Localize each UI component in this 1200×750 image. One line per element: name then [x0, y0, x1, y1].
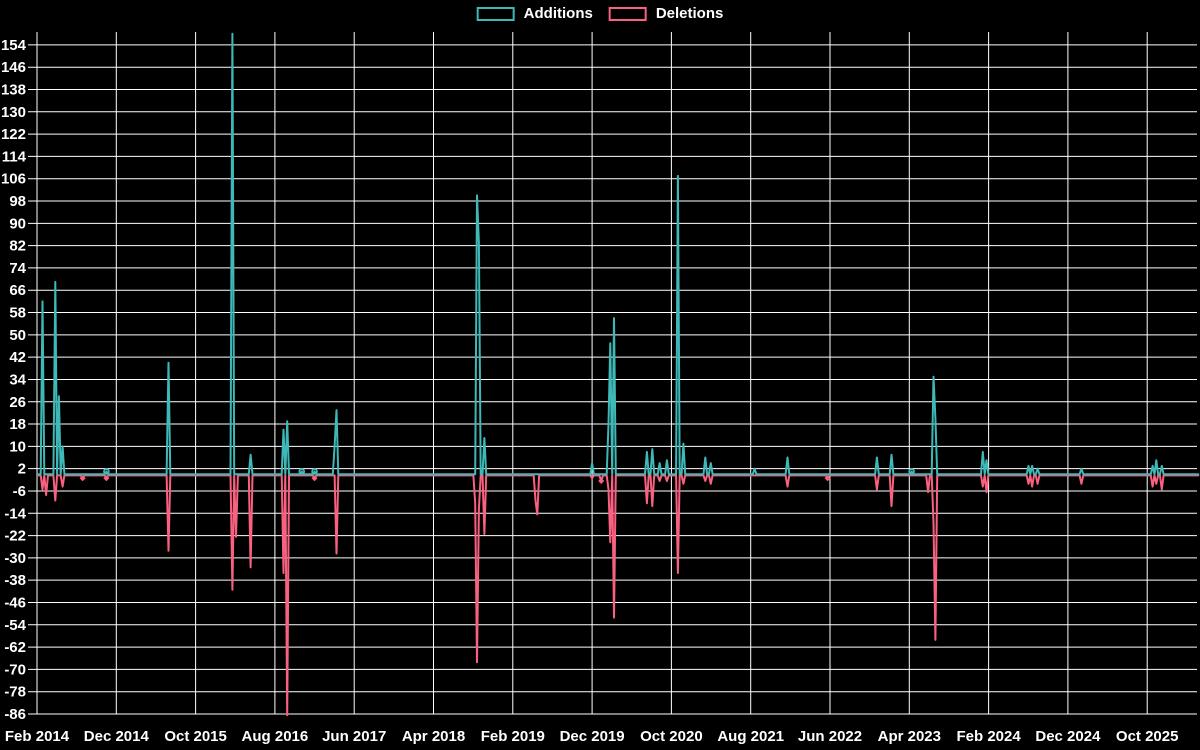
y-tick-label: 2 — [18, 461, 26, 478]
legend-item-additions[interactable]: Additions — [476, 5, 593, 22]
deletions-marker — [79, 475, 86, 482]
x-tick-label: Aug 2016 — [242, 728, 309, 745]
y-tick-label: -78 — [4, 684, 26, 701]
y-tick-label: 130 — [1, 104, 26, 121]
deletions-series — [36, 474, 1200, 717]
y-tick-label: -70 — [4, 661, 26, 678]
y-tick-label: -46 — [4, 594, 26, 611]
legend-label-deletions: Deletions — [655, 5, 724, 22]
deletions-marker — [598, 478, 605, 485]
y-axis-labels: 154 146 138 130 122 114 106 98 90 82 74 66 58 50 42 34 2… — [1, 37, 27, 723]
x-tick-label: Oct 2025 — [1116, 728, 1179, 745]
legend-swatch-deletions — [608, 6, 647, 21]
x-tick-label: Dec 2014 — [84, 728, 150, 745]
y-tick-label: 18 — [9, 416, 26, 433]
additions-series — [36, 32, 1200, 476]
x-tick-label: Apr 2023 — [878, 728, 941, 745]
legend-label-additions: Additions — [523, 5, 593, 22]
y-tick-label: 10 — [9, 438, 26, 455]
y-tick-label: 154 — [1, 37, 27, 54]
x-tick-label: Oct 2020 — [640, 728, 703, 745]
point-markers — [79, 468, 915, 485]
deletions-marker — [311, 475, 318, 482]
y-tick-label: 34 — [9, 371, 26, 388]
grid-vertical — [36, 32, 1148, 714]
y-tick-label: -86 — [4, 706, 26, 723]
deletions-line — [36, 474, 1200, 717]
y-tick-label: 50 — [9, 327, 26, 344]
y-tick-label: 90 — [9, 215, 26, 232]
y-tick-label: -14 — [4, 505, 26, 522]
additions-marker — [103, 468, 110, 475]
x-tick-label: Feb 2014 — [5, 728, 70, 745]
y-tick-label: -54 — [4, 617, 26, 634]
x-tick-label: Feb 2024 — [956, 728, 1021, 745]
y-tick-label: 58 — [9, 305, 26, 322]
x-tick-label: Feb 2019 — [481, 728, 545, 745]
x-tick-label: Dec 2019 — [560, 728, 625, 745]
y-tick-label: 74 — [9, 260, 26, 277]
deletions-marker — [103, 475, 110, 482]
deletions-marker — [824, 475, 831, 482]
y-tick-label: 114 — [2, 148, 27, 165]
y-tick-label: 66 — [9, 282, 26, 299]
additions-line — [36, 32, 1200, 476]
legend: Additions Deletions — [476, 5, 724, 22]
y-tick-label: 98 — [9, 193, 26, 210]
legend-swatch-additions — [476, 6, 515, 21]
y-tick-label: -22 — [4, 528, 26, 545]
additions-marker — [298, 468, 306, 475]
x-tick-label: Jun 2022 — [798, 728, 862, 745]
y-tick-label: -62 — [4, 639, 26, 656]
x-tick-label: Apr 2018 — [402, 728, 465, 745]
x-tick-label: Jun 2017 — [322, 728, 386, 745]
y-tick-label: 42 — [9, 349, 26, 366]
y-tick-label: 122 — [1, 126, 26, 143]
y-tick-label: 82 — [9, 238, 26, 255]
additions-marker — [311, 468, 318, 475]
y-tick-label: -38 — [4, 572, 26, 589]
additions-marker — [908, 468, 915, 475]
y-tick-label: -30 — [4, 550, 26, 567]
y-tick-label: 138 — [1, 82, 26, 99]
y-tick-label: 26 — [9, 394, 26, 411]
y-tick-label: -6 — [13, 483, 26, 500]
legend-item-deletions[interactable]: Deletions — [608, 5, 724, 22]
x-tick-label: Dec 2024 — [1035, 728, 1101, 745]
x-tick-label: Oct 2015 — [164, 728, 227, 745]
y-tick-label: 146 — [1, 59, 26, 76]
x-tick-label: Aug 2021 — [717, 728, 784, 745]
y-tick-label: 106 — [1, 171, 26, 188]
x-axis-labels: Feb 2014 Dec 2014 Oct 2015 Aug 2016 Jun 2017… — [5, 728, 1179, 745]
